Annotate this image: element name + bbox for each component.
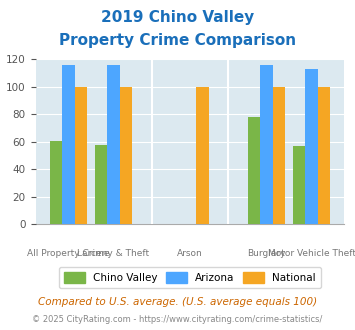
Bar — [293, 146, 305, 224]
Bar — [305, 69, 318, 224]
Bar — [107, 65, 120, 224]
Bar — [75, 87, 87, 224]
Bar — [196, 87, 209, 224]
Bar — [62, 65, 75, 224]
Text: Arson: Arson — [177, 249, 203, 258]
Bar — [260, 65, 273, 224]
Text: All Property Crime: All Property Crime — [27, 249, 110, 258]
Bar — [318, 87, 330, 224]
Text: Burglary: Burglary — [247, 249, 286, 258]
Text: Motor Vehicle Theft: Motor Vehicle Theft — [268, 249, 355, 258]
Bar — [273, 87, 285, 224]
Text: Property Crime Comparison: Property Crime Comparison — [59, 33, 296, 48]
Text: © 2025 CityRating.com - https://www.cityrating.com/crime-statistics/: © 2025 CityRating.com - https://www.city… — [32, 315, 323, 324]
Text: Compared to U.S. average. (U.S. average equals 100): Compared to U.S. average. (U.S. average … — [38, 297, 317, 307]
Bar — [95, 145, 107, 224]
Text: Larceny & Theft: Larceny & Theft — [77, 249, 149, 258]
Text: 2019 Chino Valley: 2019 Chino Valley — [101, 10, 254, 25]
Legend: Chino Valley, Arizona, National: Chino Valley, Arizona, National — [59, 267, 321, 288]
Bar — [247, 117, 260, 224]
Bar — [50, 141, 62, 224]
Bar — [120, 87, 132, 224]
